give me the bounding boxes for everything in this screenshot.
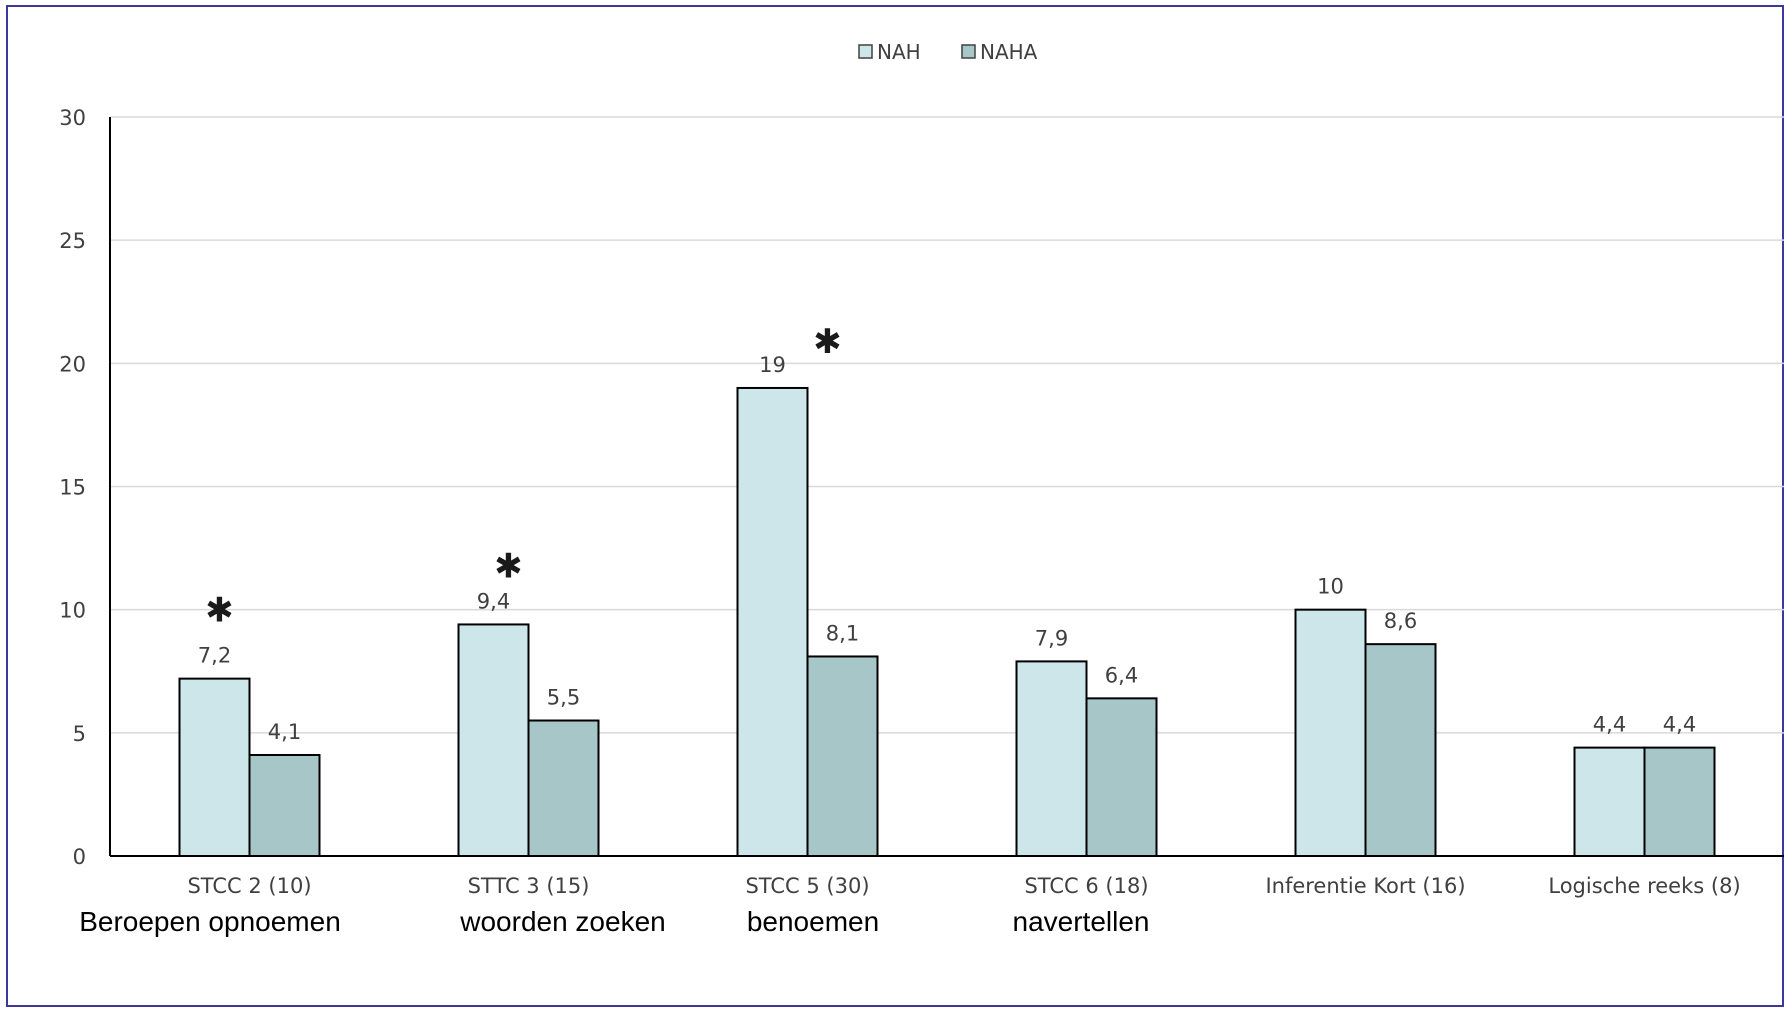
category-sublabel: navertellen bbox=[1013, 906, 1150, 937]
category-sublabel: benoemen bbox=[747, 906, 879, 937]
legend-item-naha: NAHA bbox=[961, 40, 1038, 64]
bar-nah bbox=[1573, 746, 1646, 858]
bar-nah bbox=[178, 677, 251, 858]
data-label: 8,1 bbox=[826, 621, 859, 645]
data-label: 7,9 bbox=[1035, 626, 1068, 650]
bar-chart: 0 5 10 15 20 25 30 7,2 4,1 9,4 5,5 19 8,1 7,9 6,4 10 8,… bbox=[59, 40, 1784, 937]
bar-naha bbox=[248, 754, 321, 858]
category-sublabels: Beroepen opnoemen woorden zoeken benoemen n… bbox=[79, 906, 1149, 937]
data-label: 6,4 bbox=[1105, 663, 1138, 687]
bar-nah bbox=[457, 623, 530, 857]
x-tick-label: STTC 3 (15) bbox=[468, 874, 590, 898]
x-tick-label: Logische reeks (8) bbox=[1548, 874, 1740, 898]
data-label: 5,5 bbox=[547, 686, 580, 710]
data-label: 8,6 bbox=[1384, 609, 1417, 633]
bar-naha bbox=[527, 719, 600, 857]
bar-naha bbox=[1085, 697, 1158, 858]
y-tick-label: 30 bbox=[59, 106, 86, 130]
y-tick-label: 20 bbox=[59, 352, 86, 376]
legend-label: NAHA bbox=[980, 40, 1038, 64]
significance-marks: ✱ ✱ ✱ bbox=[205, 322, 842, 631]
bar-naha bbox=[1364, 643, 1437, 857]
y-axis-ticks: 0 5 10 15 20 25 30 bbox=[59, 106, 86, 869]
legend-label: NAH bbox=[877, 40, 921, 64]
x-tick-label: STCC 5 (30) bbox=[745, 874, 869, 898]
bars bbox=[178, 386, 1716, 858]
y-tick-label: 25 bbox=[59, 229, 86, 253]
data-labels: 7,2 4,1 9,4 5,5 19 8,1 7,9 6,4 10 8,6 4,4 4,4 bbox=[198, 353, 1696, 744]
legend-swatch bbox=[961, 44, 976, 59]
data-label: 4,4 bbox=[1663, 713, 1696, 737]
bar-naha bbox=[1643, 746, 1716, 858]
bar-nah bbox=[1015, 660, 1088, 857]
axes bbox=[109, 117, 1784, 857]
legend: NAH NAHA bbox=[858, 40, 1038, 64]
significance-star: ✱ bbox=[205, 591, 234, 631]
bar-nah bbox=[1294, 608, 1367, 858]
category-sublabel: Beroepen opnoemen bbox=[79, 906, 341, 937]
data-label: 4,4 bbox=[1593, 713, 1626, 737]
y-tick-label: 0 bbox=[73, 845, 86, 869]
y-tick-label: 10 bbox=[59, 599, 86, 623]
significance-star: ✱ bbox=[813, 322, 842, 362]
bar-nah bbox=[736, 386, 809, 857]
x-tick-label: Inferentie Kort (16) bbox=[1265, 874, 1465, 898]
y-tick-label: 15 bbox=[59, 476, 86, 500]
y-tick-label: 5 bbox=[73, 722, 86, 746]
gridlines bbox=[110, 116, 1784, 734]
chart-frame: 0 5 10 15 20 25 30 7,2 4,1 9,4 5,5 19 8,1 7,9 6,4 10 8,… bbox=[6, 5, 1784, 1007]
significance-star: ✱ bbox=[494, 546, 523, 586]
x-tick-label: STCC 6 (18) bbox=[1024, 874, 1148, 898]
category-sublabel: woorden zoeken bbox=[459, 906, 665, 937]
data-label: 19 bbox=[759, 353, 786, 377]
data-label: 9,4 bbox=[477, 589, 510, 613]
bar-naha bbox=[806, 655, 879, 857]
legend-item-nah: NAH bbox=[858, 40, 921, 64]
x-axis-ticks: STCC 2 (10) STTC 3 (15) STCC 5 (30) STCC 6 … bbox=[187, 874, 1740, 898]
data-label: 4,1 bbox=[268, 720, 301, 744]
legend-swatch bbox=[858, 44, 873, 59]
data-label: 7,2 bbox=[198, 644, 231, 668]
x-tick-label: STCC 2 (10) bbox=[187, 874, 311, 898]
data-label: 10 bbox=[1317, 575, 1344, 599]
